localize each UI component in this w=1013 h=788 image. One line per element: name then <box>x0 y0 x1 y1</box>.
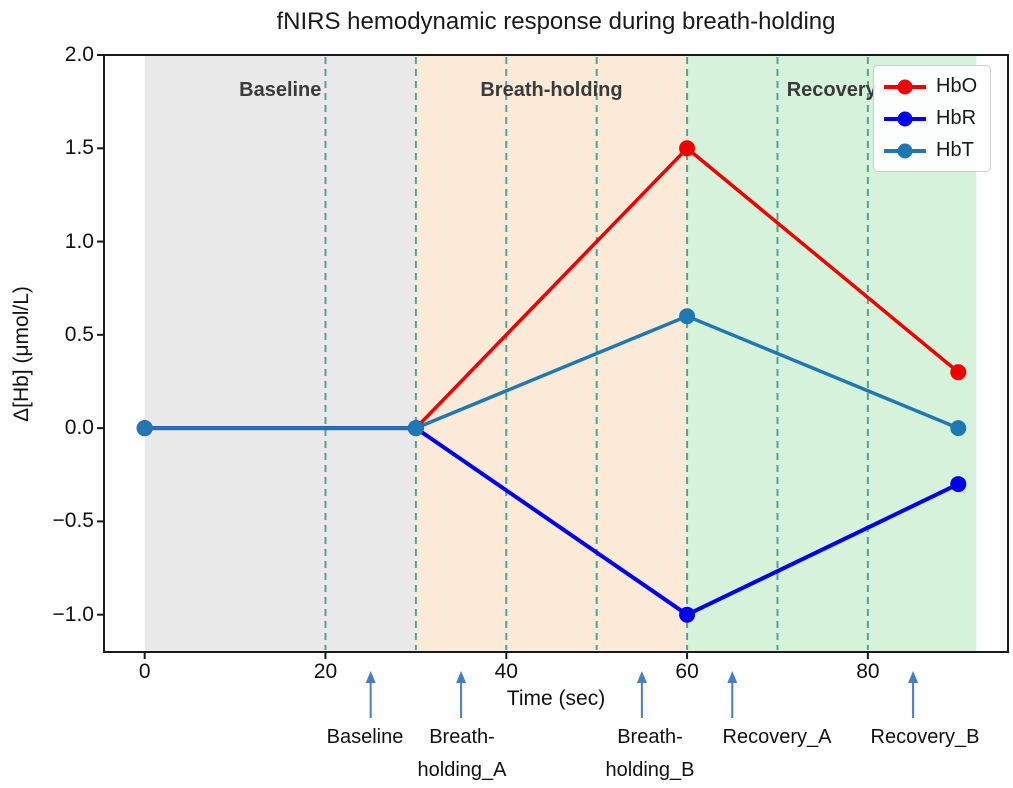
event-arrow-head-breath-holding-a <box>456 671 467 683</box>
y-tick-label-6: −1.0 <box>52 602 94 626</box>
event-arrow-head-breath-holding-b <box>636 671 647 683</box>
x-tick-label-80: 80 <box>856 660 880 683</box>
region-label-baseline: Baseline <box>239 79 322 101</box>
event-label-recovery-b: Recovery_B <box>870 726 980 748</box>
series-marker-hbt-t30 <box>407 420 424 437</box>
event-label-breath-holding-b: Breath- holding_B <box>605 726 695 781</box>
event-arrow-head-baseline <box>365 671 376 683</box>
legend-item-hbo: HbO <box>884 73 977 100</box>
region-label-breath-holding: Breath-holding <box>480 79 623 101</box>
event-arrow-head-recovery-a <box>727 671 738 683</box>
region-band-baseline <box>144 56 416 651</box>
x-tick-label-0: 0 <box>138 660 151 683</box>
series-marker-hbt-t60 <box>679 308 696 325</box>
legend: HbO HbR HbT <box>873 65 992 172</box>
legend-marker-icon-hbt <box>884 143 926 159</box>
event-label-baseline: Baseline <box>326 726 404 748</box>
series-marker-hbo-t90 <box>950 364 967 381</box>
series-marker-hbo-t60 <box>679 140 696 157</box>
event-label-recovery-a: Recovery_A <box>722 726 832 748</box>
region-band-breath-holding <box>415 56 688 651</box>
x-tick-label-40: 40 <box>494 660 518 683</box>
legend-label-hbt: HbT <box>936 139 974 161</box>
legend-item-hbr: HbR <box>884 105 977 132</box>
series-marker-hbt-t0 <box>136 420 153 437</box>
y-tick-label-4: 0.0 <box>64 416 94 440</box>
region-label-recovery: Recovery <box>786 79 877 101</box>
legend-marker-icon-hbo <box>884 79 926 95</box>
y-tick-label-3: 0.5 <box>64 322 94 346</box>
event-label-breath-holding-a: Breath- holding_A <box>417 726 507 781</box>
event-arrow-head-recovery-b <box>908 671 919 683</box>
y-tick-label-2: 1.0 <box>64 229 94 253</box>
chart-title: fNIRS hemodynamic response during breath… <box>276 8 836 35</box>
legend-label-hbr: HbR <box>936 107 977 129</box>
x-tick-label-20: 20 <box>313 660 338 683</box>
legend-label-hbo: HbO <box>936 75 978 97</box>
axes-frame <box>103 54 1009 653</box>
series-line-hbt <box>142 314 961 430</box>
legend-item-hbt: HbT <box>884 137 977 164</box>
x-tick-label-60: 60 <box>675 660 699 683</box>
legend-marker-icon-hbr <box>884 111 926 127</box>
y-tick-label-5: −0.5 <box>52 509 94 533</box>
y-tick-label-0: 2.0 <box>64 43 94 66</box>
series-marker-hbr-t90 <box>950 476 967 493</box>
series-marker-hbr-t60 <box>679 606 696 623</box>
x-axis-label: Time (sec) <box>506 687 606 710</box>
y-tick-label-1: 1.5 <box>64 136 94 160</box>
series-marker-hbt-t90 <box>950 420 967 437</box>
